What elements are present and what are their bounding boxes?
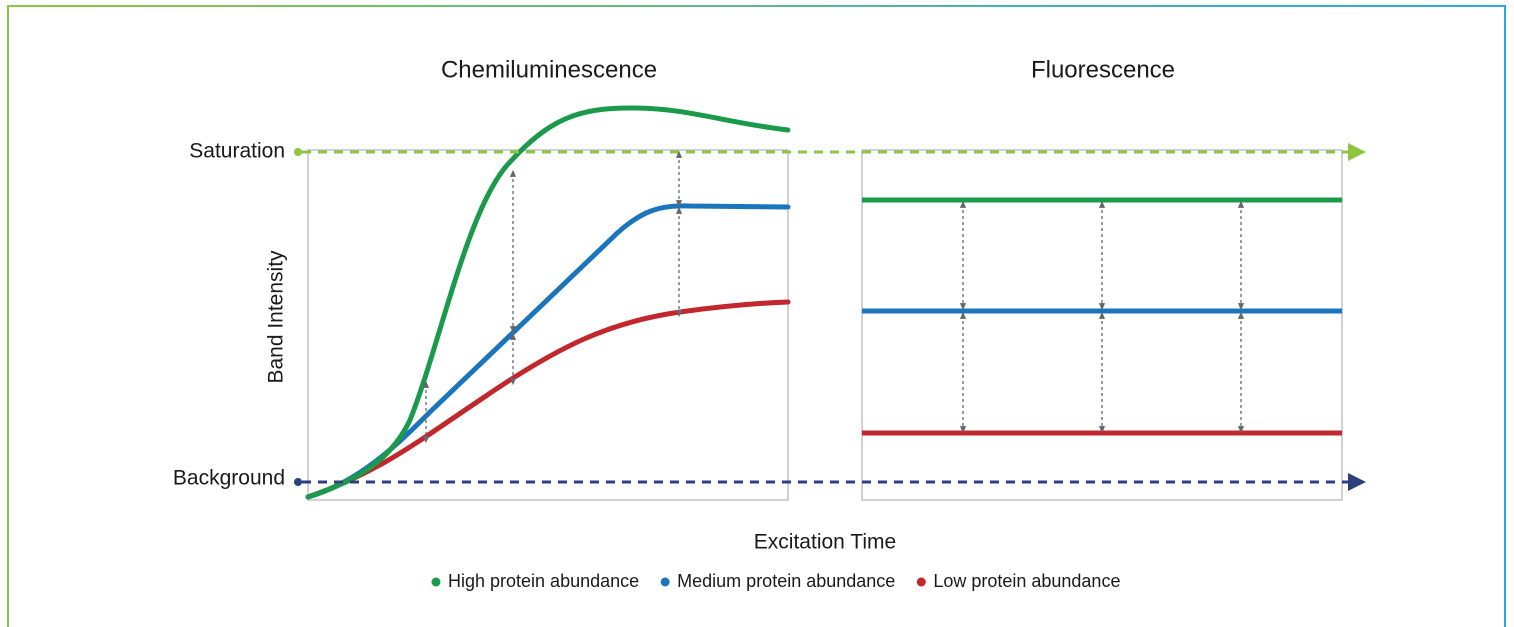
legend-dot [660,577,670,587]
saturation-arrow [1348,143,1366,161]
legend: High protein abundance Medium protein abu… [431,571,1120,591]
legend-label: Low protein abundance [933,571,1120,591]
level-dot [294,148,302,156]
level-label: Background [173,467,285,490]
frame [7,5,1506,627]
panel-title: Chemiluminescence [441,56,657,83]
x-axis-label: Excitation Time [754,531,896,554]
level-dot [294,478,302,486]
medium-curve [305,203,791,500]
legend-dot [916,577,926,587]
panel-title: Fluorescence [1031,56,1175,83]
background-arrow [1348,473,1366,491]
legend-dot [431,577,441,587]
legend-label: Medium protein abundance [677,571,895,591]
high-curve [305,105,791,500]
level-label: Saturation [189,140,285,163]
low-curve [305,299,791,500]
y-axis-label: Band Intensity [265,250,288,384]
legend-label: High protein abundance [448,571,639,591]
panel-box [307,149,789,501]
panel-box [861,149,1343,501]
